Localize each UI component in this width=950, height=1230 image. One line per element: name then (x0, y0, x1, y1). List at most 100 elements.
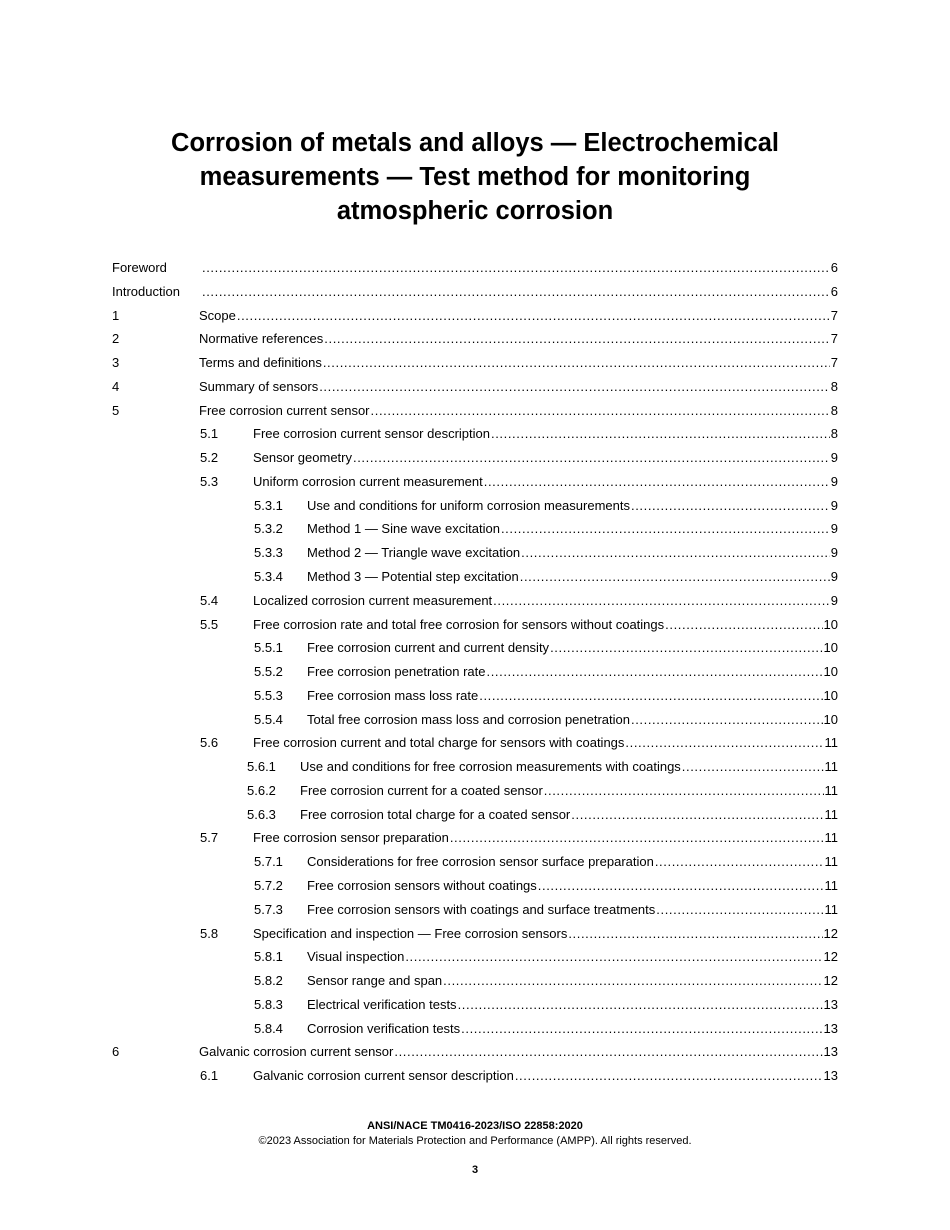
toc-entry[interactable]: 5.3.4 Method 3 — Potential step excitatio… (254, 567, 838, 587)
toc-entry[interactable]: 5.2 Sensor geometry 9 (200, 448, 838, 468)
toc-entry-page: 11 (824, 806, 839, 822)
toc-entry-line: Galvanic corrosion current sensor 13 (199, 1042, 838, 1062)
toc-entry-title: Free corrosion current sensor descriptio… (253, 426, 490, 442)
toc-entry-title: Free corrosion sensors without coatings (307, 878, 537, 894)
toc-entry-page: 13 (823, 1068, 838, 1084)
toc-entry[interactable]: 5.6.3 Free corrosion total charge for a c… (247, 805, 838, 825)
toc-entry-page: 6 (830, 283, 838, 299)
toc-entry-line: Free corrosion sensor preparation 11 (253, 828, 838, 848)
toc-entry[interactable]: 5.3.2 Method 1 — Sine wave excitation 9 (254, 519, 838, 539)
toc-entry[interactable]: 5.5.4 Total free corrosion mass loss and … (254, 710, 838, 730)
toc-entry[interactable]: 5.3.3 Method 2 — Triangle wave excitation… (254, 543, 838, 563)
toc-entry-title: Visual inspection (307, 949, 405, 965)
dot-leader (550, 638, 822, 658)
toc-entry-line: Free corrosion mass loss rate 10 (307, 686, 838, 706)
toc-entry[interactable]: Foreword 6 (112, 258, 838, 278)
toc-entry[interactable]: 5.8.4 Corrosion verification tests 13 (254, 1019, 838, 1039)
dot-leader (491, 424, 830, 444)
toc-entry[interactable]: 6.1 Galvanic corrosion current sensor des… (200, 1066, 838, 1086)
toc-entry[interactable]: 4 Summary of sensors 8 (112, 377, 838, 397)
toc-entry-line: Free corrosion rate and total free corro… (253, 615, 838, 635)
toc-entry-page: 9 (830, 592, 838, 608)
toc-entry-number: 5.8.1 (254, 949, 283, 965)
toc-entry-number: 5.3 (200, 473, 219, 489)
toc-entry-line: Summary of sensors 8 (199, 377, 838, 397)
toc-entry-line: Use and conditions for uniform corrosion… (307, 496, 838, 516)
toc-entry-line: Free corrosion sensors without coatings 1… (307, 876, 838, 896)
toc-entry[interactable]: 5.3.1 Use and conditions for uniform corr… (254, 496, 838, 516)
toc-entry[interactable]: 5.6.2 Free corrosion current for a coated… (247, 781, 838, 801)
toc-entry-number: 5.8 (200, 925, 219, 941)
toc-entry-number: 5.1 (200, 426, 219, 442)
toc-entry-page: 12 (823, 925, 838, 941)
toc-entry-title: Total free corrosion mass loss and corro… (307, 711, 630, 727)
dot-leader (353, 448, 830, 468)
toc-entry[interactable]: 6 Galvanic corrosion current sensor 13 (112, 1042, 838, 1062)
dot-leader (458, 995, 823, 1015)
toc-entry[interactable]: 1 Scope 7 (112, 306, 838, 326)
toc-entry-title: Corrosion verification tests (307, 1020, 461, 1036)
toc-entry[interactable]: 5.7.3 Free corrosion sensors with coating… (254, 900, 838, 920)
toc-entry-title: Considerations for free corrosion sensor… (307, 854, 654, 870)
toc-entry[interactable]: 3 Terms and definitions 7 (112, 353, 838, 373)
toc-entry-title: Free corrosion current sensor (199, 402, 370, 418)
toc-entry-line: Galvanic corrosion current sensor descri… (253, 1066, 838, 1086)
toc-entry-title: Free corrosion sensors with coatings and… (307, 901, 656, 917)
toc-entry-title: Electrical verification tests (307, 996, 457, 1012)
toc-entry-page: 10 (823, 616, 838, 632)
toc-entry-line: Sensor range and span 12 (307, 971, 838, 991)
toc-entry[interactable]: 5.6 Free corrosion current and total char… (200, 733, 838, 753)
toc-entry-line: Free corrosion current sensor descriptio… (253, 424, 838, 444)
toc-entry[interactable]: 2 Normative references 7 (112, 329, 838, 349)
toc-entry-number: 5.8.2 (254, 973, 283, 989)
toc-entry-line: Method 2 — Triangle wave excitation 9 (307, 543, 838, 563)
toc-entry-line: 6 (201, 282, 838, 302)
toc-entry[interactable]: 5 Free corrosion current sensor 8 (112, 401, 838, 421)
toc-entry[interactable]: 5.5.2 Free corrosion penetration rate 10 (254, 662, 838, 682)
toc-entry-page: 10 (823, 640, 838, 656)
toc-entry-page: 10 (823, 664, 838, 680)
dot-leader (324, 329, 829, 349)
toc-entry-page: 9 (830, 450, 838, 466)
toc-entry[interactable]: 5.5.3 Free corrosion mass loss rate 10 (254, 686, 838, 706)
toc-entry[interactable]: 5.4 Localized corrosion current measureme… (200, 591, 838, 611)
toc-entry-line: Uniform corrosion current measurement 9 (253, 472, 838, 492)
toc-entry[interactable]: 5.5.1 Free corrosion current and current … (254, 638, 838, 658)
toc-entry-title: Uniform corrosion current measurement (253, 473, 483, 489)
dot-leader (443, 971, 822, 991)
toc-entry[interactable]: 5.8.3 Electrical verification tests 13 (254, 995, 838, 1015)
toc-entry-title: Normative references (199, 331, 324, 347)
toc-entry-title: Free corrosion current for a coated sens… (300, 782, 543, 798)
toc-entry-title: Free corrosion current and current densi… (307, 640, 550, 656)
toc-entry[interactable]: 5.3 Uniform corrosion current measurement… (200, 472, 838, 492)
toc-entry[interactable]: 5.1 Free corrosion current sensor descrip… (200, 424, 838, 444)
toc-entry-number: 5.7.3 (254, 901, 283, 917)
toc-entry-page: 13 (823, 996, 838, 1012)
toc-entry-page: 8 (830, 426, 838, 442)
toc-entry-line: Terms and definitions 7 (199, 353, 838, 373)
toc-entry-number: 5.8.3 (254, 996, 283, 1012)
toc-entry[interactable]: 5.8 Specification and inspection — Free c… (200, 924, 838, 944)
toc-entry-page: 7 (830, 331, 838, 347)
toc-entry-title: Free corrosion total charge for a coated… (300, 806, 571, 822)
toc-entry-title: Galvanic corrosion current sensor descri… (253, 1068, 514, 1084)
toc-entry-number: 5.5.1 (254, 640, 283, 656)
dot-leader (323, 353, 830, 373)
toc-entry-line: Specification and inspection — Free corr… (253, 924, 838, 944)
toc-entry-line: Corrosion verification tests 13 (307, 1019, 838, 1039)
toc-entry[interactable]: 5.8.1 Visual inspection 12 (254, 947, 838, 967)
toc-entry-title: Sensor geometry (253, 450, 352, 466)
toc-entry-title: Free corrosion sensor preparation (253, 830, 449, 846)
toc-entry-number: 3 (112, 355, 120, 371)
toc-entry[interactable]: 5.8.2 Sensor range and span 12 (254, 971, 838, 991)
toc-entry[interactable]: 5.7 Free corrosion sensor preparation 11 (200, 828, 838, 848)
toc-entry[interactable]: 5.5 Free corrosion rate and total free co… (200, 615, 838, 635)
footer-standard: ANSI/NACE TM0416-2023/ISO 22858:2020 (367, 1120, 583, 1132)
toc-entry-title: Free corrosion current and total charge … (253, 735, 625, 751)
toc-entry[interactable]: 5.6.1 Use and conditions for free corrosi… (247, 757, 838, 777)
dot-leader (319, 377, 830, 397)
toc-entry[interactable]: 5.7.1 Considerations for free corrosion s… (254, 852, 838, 872)
toc-entry[interactable]: Introduction 6 (112, 282, 838, 302)
toc-entry-number: 5.6 (200, 735, 219, 751)
toc-entry[interactable]: 5.7.2 Free corrosion sensors without coat… (254, 876, 838, 896)
